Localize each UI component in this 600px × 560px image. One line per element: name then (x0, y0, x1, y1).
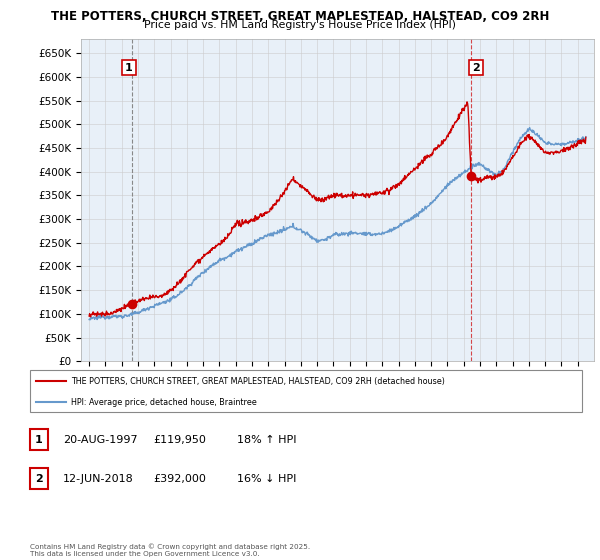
Text: Contains HM Land Registry data © Crown copyright and database right 2025.
This d: Contains HM Land Registry data © Crown c… (30, 544, 310, 557)
Text: 1: 1 (125, 63, 133, 73)
Text: HPI: Average price, detached house, Braintree: HPI: Average price, detached house, Brai… (71, 398, 257, 407)
Text: £392,000: £392,000 (153, 474, 206, 484)
Text: 1: 1 (35, 435, 43, 445)
Text: 12-JUN-2018: 12-JUN-2018 (63, 474, 134, 484)
Text: Price paid vs. HM Land Registry's House Price Index (HPI): Price paid vs. HM Land Registry's House … (144, 20, 456, 30)
Text: THE POTTERS, CHURCH STREET, GREAT MAPLESTEAD, HALSTEAD, CO9 2RH (detached house): THE POTTERS, CHURCH STREET, GREAT MAPLES… (71, 377, 445, 386)
Text: 20-AUG-1997: 20-AUG-1997 (63, 435, 137, 445)
Text: 18% ↑ HPI: 18% ↑ HPI (237, 435, 296, 445)
Text: THE POTTERS, CHURCH STREET, GREAT MAPLESTEAD, HALSTEAD, CO9 2RH: THE POTTERS, CHURCH STREET, GREAT MAPLES… (51, 10, 549, 23)
Text: 2: 2 (35, 474, 43, 484)
Text: 2: 2 (472, 63, 480, 73)
Text: £119,950: £119,950 (153, 435, 206, 445)
Text: 16% ↓ HPI: 16% ↓ HPI (237, 474, 296, 484)
